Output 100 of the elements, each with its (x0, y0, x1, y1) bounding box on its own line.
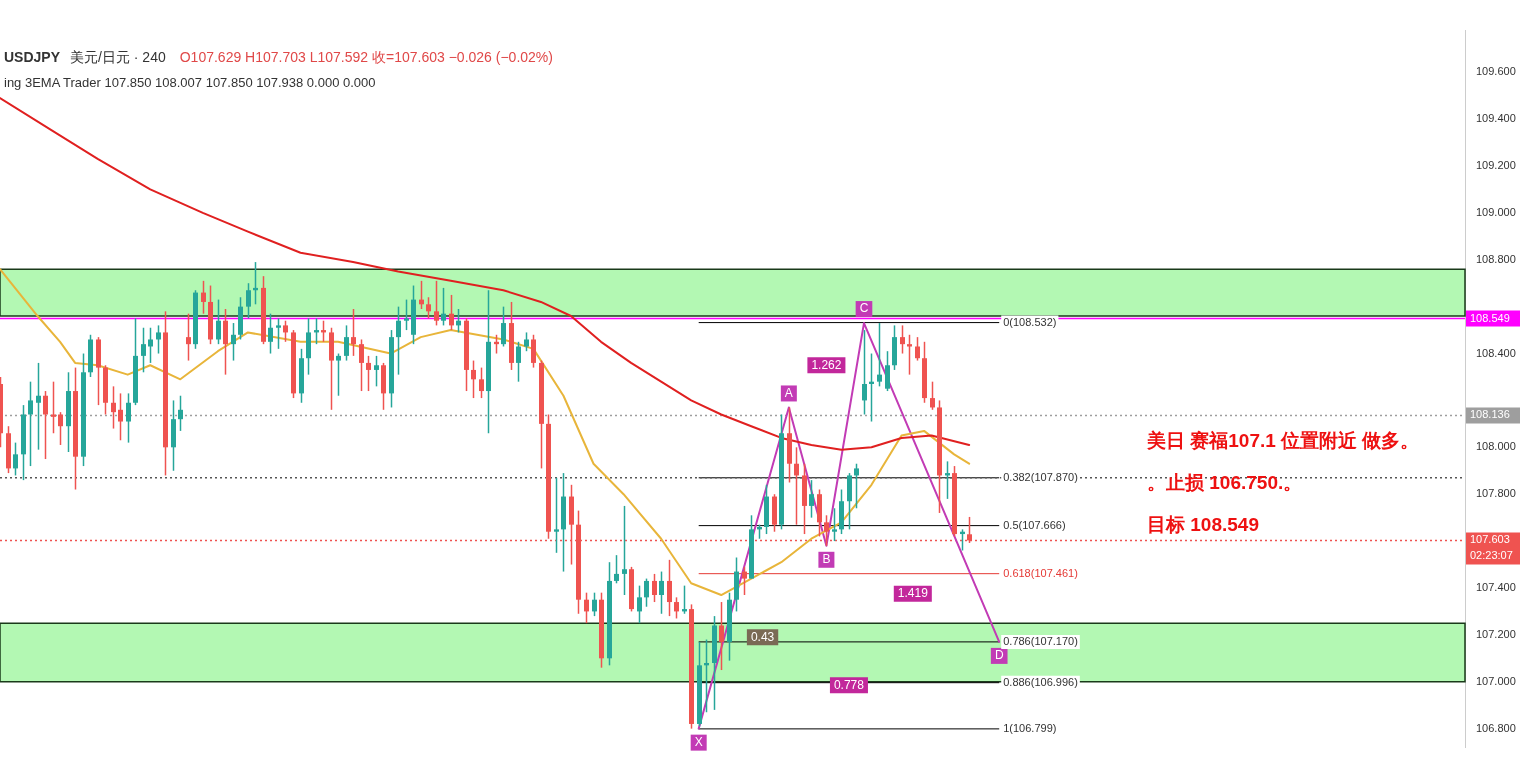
candlestick (652, 573, 657, 603)
y-tick-label: 108.800 (1476, 252, 1516, 265)
y-tick-label: 109.400 (1476, 112, 1516, 125)
candlestick (336, 352, 341, 397)
candlestick (246, 282, 251, 320)
annotation: 美日 赛福107.1 位置附近 做多。 (1147, 429, 1420, 453)
candlestick (216, 298, 221, 345)
candlestick (592, 591, 597, 617)
y-tick-label: 108.000 (1476, 440, 1516, 453)
candlestick (13, 441, 18, 477)
ref-line-label: 0(108.532) (1003, 315, 1057, 328)
annotation: 目标 108.549 (1147, 513, 1260, 537)
candlestick (268, 312, 273, 355)
candlestick (426, 296, 431, 320)
annotation: O107.629 H107.703 L107.592 收=107.603 −0.026 (−0.02%) (179, 49, 553, 65)
text: 美元/日元 · 240 (70, 49, 166, 65)
ref-line-label: 0.886(106.996) (1003, 675, 1078, 688)
candlestick (742, 566, 747, 596)
candlestick (622, 505, 627, 596)
candlestick (178, 394, 183, 432)
candlestick (614, 554, 619, 585)
ref-line-label: 0.5(107.666) (1003, 518, 1066, 531)
candlestick (111, 385, 116, 430)
candlestick (659, 570, 664, 615)
y-tick-label: 107.000 (1476, 674, 1516, 687)
annotation: 0.43 (750, 629, 775, 644)
candlestick (877, 322, 882, 388)
y-tick-label: 107.400 (1476, 581, 1516, 594)
y-tick-label: 109.600 (1476, 65, 1516, 78)
candlestick (524, 331, 529, 352)
annotation: 1.419 (897, 586, 929, 601)
data-label: X (694, 734, 703, 749)
candlestick (832, 507, 837, 542)
candlestick (36, 362, 41, 451)
candlestick (531, 334, 536, 369)
candlestick (809, 479, 814, 519)
annotation: 。止损 106.750.。 (1147, 471, 1304, 495)
candlestick (231, 322, 236, 362)
candlestick (126, 392, 131, 444)
ref-line-label: 0.382(107.870) (1003, 470, 1078, 483)
candlestick (201, 280, 206, 315)
y-tick-label: 107.200 (1476, 627, 1516, 640)
candlestick (907, 334, 912, 376)
candlestick (854, 462, 859, 510)
candlestick (674, 596, 679, 620)
candlestick (449, 294, 454, 331)
candlestick (471, 359, 476, 399)
candlestick (148, 326, 153, 364)
candlestick (223, 308, 228, 376)
candlestick (516, 341, 521, 383)
data-label: A (784, 385, 793, 400)
candlestick (501, 305, 506, 348)
y-tick-label: 109.000 (1476, 205, 1516, 218)
candlestick (396, 305, 401, 376)
candlestick (283, 319, 288, 343)
candlestick (794, 446, 799, 526)
candlestick (915, 336, 920, 362)
data-label: C (859, 301, 869, 316)
y-tick-label: 107.800 (1476, 487, 1516, 500)
ref-line-label: 107.603 02:23:07 (1470, 533, 1513, 562)
ref-line-label: 0.618(107.461) (1003, 566, 1078, 579)
candlestick (351, 308, 356, 357)
candlestick (43, 390, 48, 460)
candlestick (719, 601, 724, 671)
candlestick (667, 559, 672, 617)
candlestick (885, 350, 890, 392)
candlestick (900, 324, 905, 355)
y-tick-label: 108.400 (1476, 346, 1516, 359)
candlestick (637, 584, 642, 624)
candlestick (366, 355, 371, 392)
y-tick-label: 109.200 (1476, 159, 1516, 172)
candlestick (862, 329, 867, 416)
annotation: 0.778 (833, 677, 865, 692)
candlestick (141, 326, 146, 374)
candlestick (554, 477, 559, 554)
candlestick (584, 591, 589, 624)
data-label: B (822, 552, 831, 567)
ref-line-label: 108.549 (1470, 311, 1510, 324)
annotation: ing 3EMA Trader 107.850 108.007 107.850 107.938 0.000 0.000 (4, 74, 377, 92)
candlestick (479, 366, 484, 399)
text: USDJPY (4, 49, 61, 65)
ref-line-label: 1(106.799) (1003, 721, 1057, 734)
candlestick (359, 338, 364, 392)
candlestick (344, 324, 349, 362)
candlestick (404, 298, 409, 331)
candlestick (51, 380, 56, 434)
candlestick (441, 287, 446, 327)
ref-line-label: 108.136 (1470, 408, 1510, 421)
candlestick (118, 392, 123, 442)
data-label: D (994, 648, 1004, 663)
ref-line-label: 0.786(107.170) (1003, 634, 1078, 647)
candlestick (276, 317, 281, 350)
candlestick (824, 514, 829, 547)
candlestick (28, 380, 33, 467)
candlestick (186, 312, 191, 362)
candlestick (644, 577, 649, 608)
candlestick (434, 280, 439, 327)
y-tick-label: 106.800 (1476, 721, 1516, 734)
candlestick (374, 355, 379, 388)
annotation: 1.262 (811, 357, 842, 372)
